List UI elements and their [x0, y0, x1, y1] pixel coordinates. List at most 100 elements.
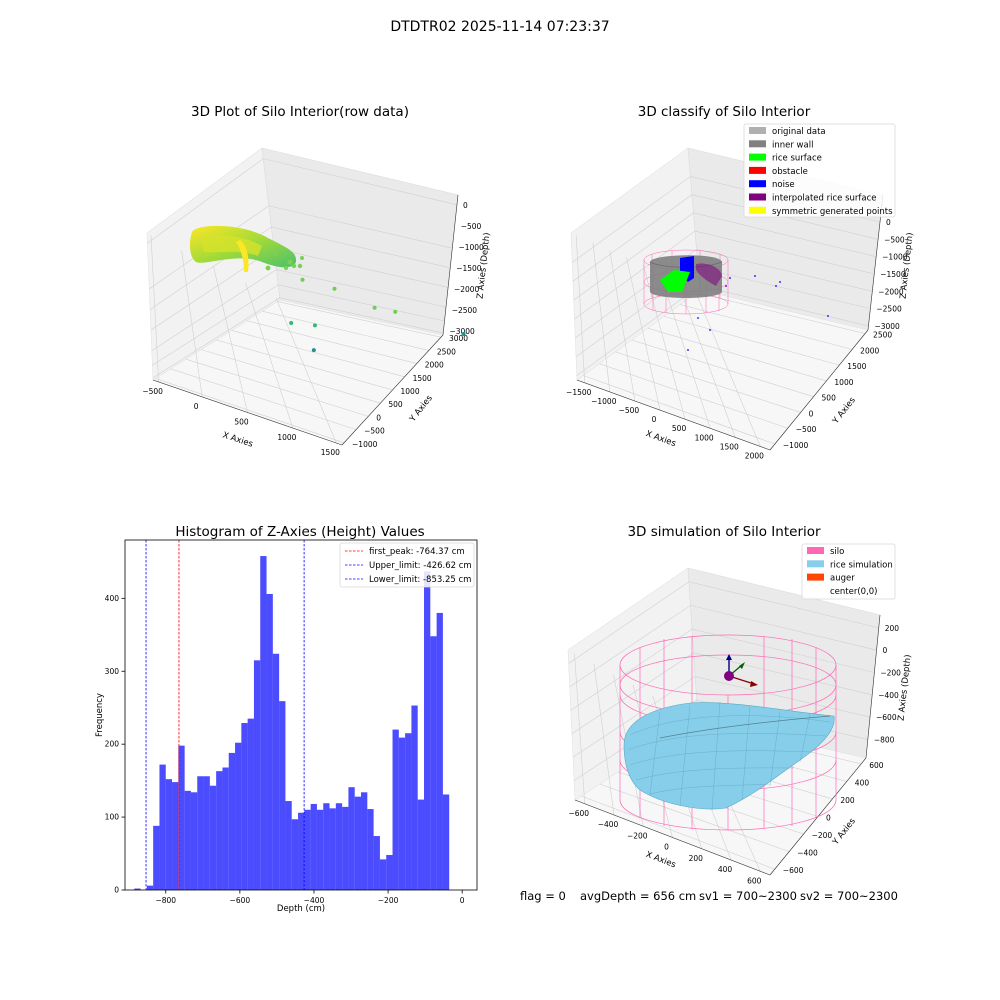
histogram-bar	[241, 723, 248, 890]
sim-x-tick-label: 600	[747, 876, 762, 885]
simulation-auger	[724, 654, 758, 687]
panel-classify-3d: 3D classify of Silo Interior −1500−1000−…	[566, 104, 915, 461]
cls-y-tick-label: 0	[809, 409, 814, 418]
classify-gridlines	[572, 176, 881, 447]
simulation-legend-label: rice simulation	[830, 560, 893, 570]
histogram-bar	[291, 819, 299, 890]
histogram-bar	[260, 556, 267, 890]
raw-outlier-points	[289, 277, 466, 353]
sim-y-tick-label: 0	[826, 814, 831, 823]
gridline-z	[568, 581, 879, 664]
gridline-z	[575, 248, 873, 339]
sim-y-tick-label: 600	[869, 761, 884, 770]
histogram-y-label: Frequency	[95, 693, 105, 737]
histogram-bar	[379, 859, 387, 890]
raw-x-label: X Axies	[221, 430, 254, 449]
histogram-bar	[172, 782, 179, 890]
gridline-z	[152, 297, 444, 379]
gridline-x	[213, 266, 248, 413]
panel-simulation-title: 3D simulation of Silo Interior	[627, 524, 821, 540]
classify-legend-swatch	[749, 206, 766, 214]
simulation-legend-swatch	[807, 560, 824, 568]
panel-simulation-3d: 3D simulation of Silo Interior −600−400−…	[567, 524, 913, 885]
simulation-x-axis	[574, 799, 771, 876]
cls-y-tick-label: 500	[822, 394, 837, 403]
histogram-x-tick-label: −400	[304, 896, 325, 905]
histogram-y-tick-label: 300	[105, 667, 120, 676]
raw-z-tick-label: −1500	[456, 264, 482, 273]
footer-avg-depth: avgDepth = 656 cm	[580, 889, 696, 903]
gridline-x	[275, 297, 337, 444]
classify-noise-points	[687, 275, 829, 351]
histogram-bar	[348, 787, 355, 890]
footer-sv1: sv1 = 700~2300	[699, 889, 797, 903]
histogram-bar	[386, 855, 393, 890]
classify-x-ticks: −1500−1000−500 0 500 1000 1500 2000	[566, 388, 764, 461]
auger-y-head	[739, 662, 745, 669]
histogram-bar	[178, 745, 185, 890]
cls-z-tick-label: 0	[886, 218, 891, 227]
gridline-y	[170, 368, 357, 430]
histogram-bar	[323, 803, 330, 890]
histogram-bar	[373, 836, 380, 890]
raw-x-tick-label: 1500	[321, 448, 340, 457]
raw-x-tick-label: 500	[234, 418, 249, 427]
gridline-x	[150, 234, 159, 382]
histogram-bar	[367, 809, 374, 890]
figure-suptitle: DTDTR02 2025-11-14 07:23:37	[390, 19, 609, 35]
raw-outlier-point	[461, 331, 466, 336]
gridline-x	[593, 663, 615, 816]
raw-z-axis	[442, 194, 459, 336]
histogram-bar	[153, 825, 160, 890]
raw-point-cloud-flap	[236, 240, 249, 272]
cls-x-tick-label: 1500	[720, 442, 739, 451]
gridline-x	[626, 257, 661, 411]
gridline-z	[147, 158, 458, 244]
gridline-y	[663, 316, 840, 366]
raw-y-axis	[341, 334, 444, 446]
gridline-z	[572, 676, 871, 758]
raw-y-tick-label: 500	[388, 400, 403, 409]
classify-legend-frame	[743, 123, 896, 218]
raw-z-tick-label: 0	[463, 201, 468, 210]
histogram-bar	[436, 612, 443, 890]
raw-y-tick-label: 0	[376, 413, 381, 422]
raw-y-tick-label: 2500	[437, 347, 456, 356]
raw-x-tick-label: −500	[142, 387, 163, 396]
cls-x-tick-label: 500	[672, 424, 687, 433]
classify-y-ticks: −1000 −500 0 500 1000 1500 2000 2500	[783, 331, 892, 450]
histogram-frame	[124, 539, 478, 891]
raw-y-ticks: −1000 −500 0 500 1000 1500 2000 2500 3000	[352, 334, 468, 449]
histogram-bar	[190, 792, 198, 890]
sim-z-tick-label: −600	[876, 713, 897, 722]
cls-x-tick-label: −500	[619, 406, 640, 415]
histogram-bar	[335, 803, 343, 890]
histogram-bar	[442, 794, 450, 890]
classify-z-axis	[867, 194, 884, 331]
gridline-x	[609, 250, 636, 402]
sim-y-tick-label: −400	[797, 849, 818, 858]
panel-classify-title: 3D classify of Silo Interior	[638, 104, 811, 120]
gridline-z	[569, 605, 877, 688]
histogram-legend-label: Lower_limit: -853.25 cm	[369, 575, 471, 585]
raw-z-tick-label: −1000	[458, 243, 484, 252]
sim-y-tick-label: 400	[855, 778, 870, 787]
classify-x-axis	[576, 379, 771, 451]
gridline-y	[185, 358, 369, 417]
sim-x-tick-label: 200	[689, 854, 704, 863]
classify-interpolated-surface	[696, 263, 722, 286]
classify-rice-surface	[660, 270, 690, 292]
panel-histogram: Histogram of Z-Axies (Height) Values −80…	[95, 524, 478, 914]
raw-outlier-point	[289, 320, 294, 325]
raw-z-tick-label: −500	[461, 222, 482, 231]
histogram-bar	[209, 785, 217, 890]
classify-legend-label: noise	[772, 180, 795, 190]
classify-legend-swatch	[749, 193, 766, 201]
cls-x-tick-label: −1500	[566, 388, 592, 397]
gridline-y	[581, 795, 775, 870]
cls-x-tick-label: 1000	[695, 433, 714, 442]
histogram-x-tick-label: −200	[378, 896, 399, 905]
raw-y-tick-label: −1000	[352, 440, 378, 449]
